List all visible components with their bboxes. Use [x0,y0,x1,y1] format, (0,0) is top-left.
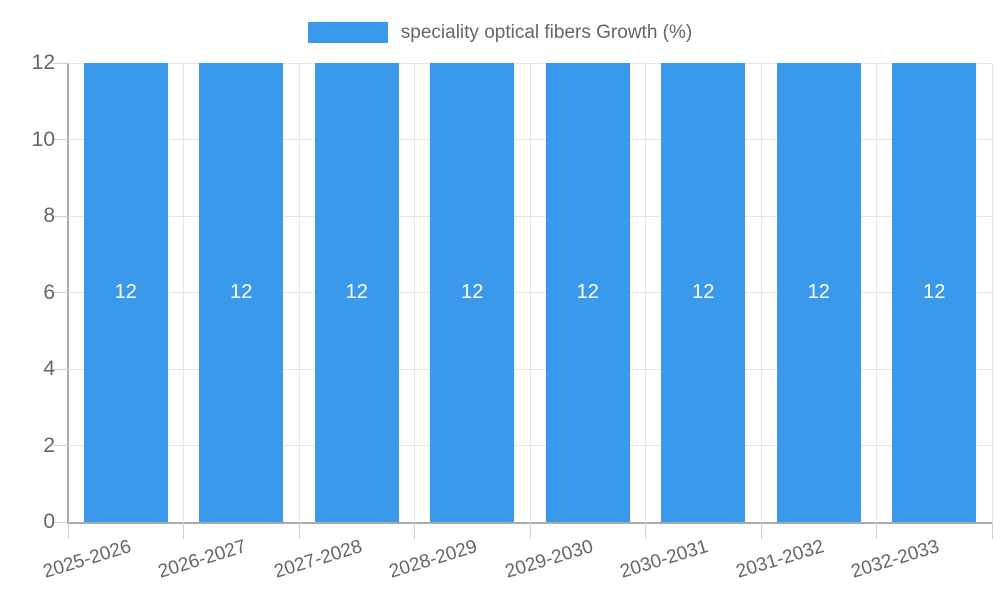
bar-value-label: 12 [692,281,715,303]
x-tick-2 [298,522,300,539]
bar-2028-2029[interactable]: 12 [430,63,515,522]
x-axis-label: 2031-2032 [733,536,827,583]
v-gridline-7 [876,63,877,522]
v-gridline-8 [991,63,993,522]
x-tick-7 [876,522,877,539]
bar-value-label: 12 [345,281,368,303]
bar-2031-2032[interactable]: 12 [776,63,861,522]
x-tick-6 [760,522,762,539]
bar-2027-2028[interactable]: 12 [314,63,399,522]
y-tick-label: 10 [31,127,55,151]
chart-legend[interactable]: speciality optical fibers Growth (%) [0,18,1000,46]
bar-2029-2030[interactable]: 12 [545,63,630,522]
x-axis-label: 2027-2028 [271,536,365,583]
v-gridline-4 [529,63,531,522]
y-tick-label: 8 [43,204,55,227]
y-tick-label: 2 [43,433,55,457]
v-gridline-6 [760,63,762,522]
v-gridline-3 [414,63,415,522]
v-gridline-2 [298,63,300,522]
y-tick-10 [53,139,67,140]
bar-value-label: 12 [230,281,253,303]
y-tick-label: 4 [43,357,55,380]
y-tick-4 [53,368,67,370]
y-tick-12 [53,62,67,64]
x-axis-label: 2030-2031 [618,536,712,583]
legend-swatch[interactable] [307,21,388,43]
bar-value-label: 12 [807,281,830,303]
x-axis-label: 2028-2029 [387,536,481,583]
bar-2025-2026[interactable]: 12 [83,63,168,522]
y-tick-label: 6 [43,280,55,304]
bar-2026-2027[interactable]: 12 [199,63,284,522]
x-tick-3 [414,522,415,539]
bar-2030-2031[interactable]: 12 [661,63,746,522]
y-tick-label: 0 [43,510,55,533]
x-tick-4 [529,522,531,539]
x-axis-label: 2029-2030 [502,536,596,583]
bar-value-label: 12 [114,281,137,303]
bar-value-label: 12 [576,281,599,303]
bar-value-label: 12 [923,281,946,303]
x-tick-1 [183,522,184,539]
x-axis-label: 2025-2026 [40,536,134,583]
y-tick-2 [53,445,67,446]
bar-value-label: 12 [461,281,484,303]
x-tick-0 [67,522,69,539]
y-tick-0 [53,521,67,523]
v-gridline-1 [183,63,184,522]
y-tick-label: 12 [31,51,55,74]
bar-2032-2033[interactable]: 12 [892,63,977,522]
plot-area: 12 12 12 12 12 12 12 12 [53,62,993,539]
legend-label: speciality optical fibers Growth (%) [400,21,693,43]
x-axis-label: 2032-2033 [849,536,943,583]
y-tick-8 [53,215,67,217]
x-axis-label: 2026-2027 [156,536,250,583]
x-tick-5 [645,522,646,539]
y-tick-6 [53,292,67,293]
v-gridline-5 [645,63,646,522]
x-tick-8 [991,522,993,539]
